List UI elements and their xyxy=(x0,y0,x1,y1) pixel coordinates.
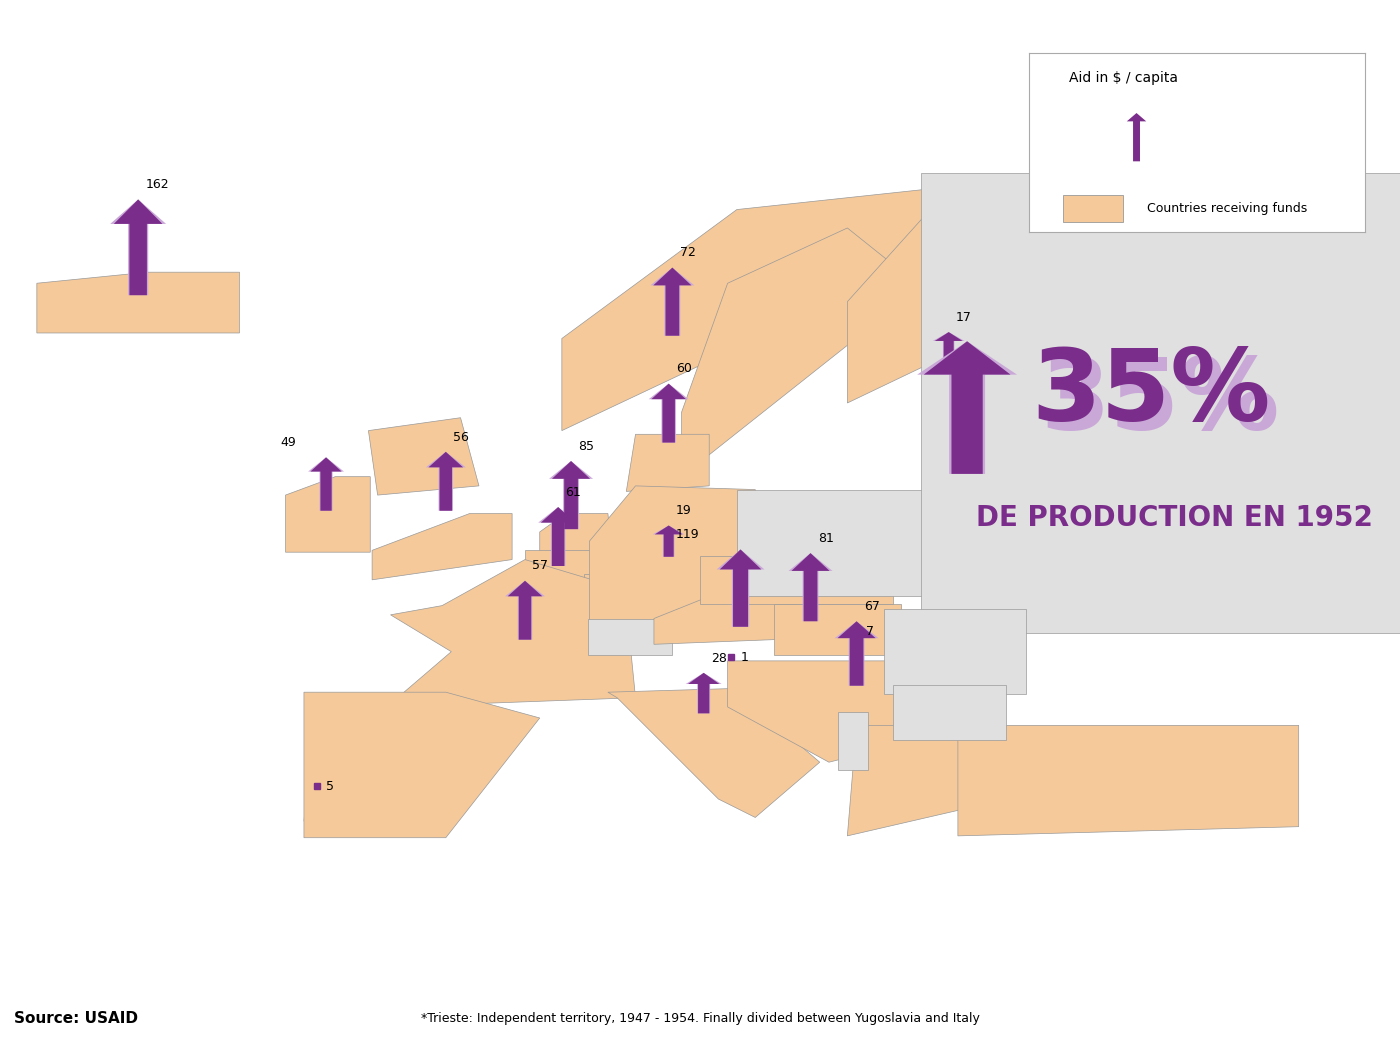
Text: Countries receiving funds: Countries receiving funds xyxy=(1147,202,1306,214)
Polygon shape xyxy=(700,555,893,604)
Polygon shape xyxy=(386,560,636,706)
Text: 7: 7 xyxy=(865,625,874,638)
Text: *Trieste: Independent territory, 1947 - 1954. Finally divided between Yugoslavia: *Trieste: Independent territory, 1947 - … xyxy=(420,1012,980,1024)
Text: 67: 67 xyxy=(864,600,879,612)
Text: 57: 57 xyxy=(532,560,549,572)
Polygon shape xyxy=(885,609,1026,694)
Polygon shape xyxy=(626,434,710,491)
Polygon shape xyxy=(921,173,1400,634)
Polygon shape xyxy=(958,725,1299,836)
Polygon shape xyxy=(368,418,479,495)
Polygon shape xyxy=(682,228,921,476)
Text: 61: 61 xyxy=(566,486,581,498)
Bar xyxy=(1063,194,1123,222)
Polygon shape xyxy=(584,574,599,589)
Text: 19: 19 xyxy=(676,504,692,517)
Text: Distribution of Marshall plan funds in Europe, 1948-1951: Distribution of Marshall plan funds in E… xyxy=(11,15,990,43)
Text: 162: 162 xyxy=(146,178,169,191)
Polygon shape xyxy=(589,486,755,627)
Text: 60: 60 xyxy=(676,362,692,375)
Polygon shape xyxy=(774,604,900,656)
Polygon shape xyxy=(372,513,512,580)
Text: 35%: 35% xyxy=(1032,345,1271,442)
Polygon shape xyxy=(608,689,820,817)
Text: Source: USAID: Source: USAID xyxy=(14,1011,139,1025)
Polygon shape xyxy=(540,513,612,560)
Text: 17: 17 xyxy=(956,310,972,324)
Text: 1: 1 xyxy=(741,650,749,663)
Text: 81: 81 xyxy=(818,532,834,545)
Polygon shape xyxy=(847,725,967,836)
Text: 119: 119 xyxy=(676,528,700,541)
Polygon shape xyxy=(839,713,868,770)
Text: Aid in $ / capita: Aid in $ / capita xyxy=(1070,71,1179,84)
Text: 5: 5 xyxy=(326,779,335,793)
Polygon shape xyxy=(588,619,672,656)
Text: 28: 28 xyxy=(711,652,727,664)
Polygon shape xyxy=(736,490,925,597)
Text: 35%: 35% xyxy=(1040,355,1280,452)
Text: 56: 56 xyxy=(454,431,469,444)
Polygon shape xyxy=(893,685,1005,740)
Text: 49: 49 xyxy=(280,436,295,449)
Polygon shape xyxy=(654,597,795,644)
Text: 85: 85 xyxy=(578,439,595,453)
Polygon shape xyxy=(525,550,596,587)
Polygon shape xyxy=(728,661,903,762)
Polygon shape xyxy=(36,272,239,333)
Polygon shape xyxy=(561,182,1050,431)
Text: 72: 72 xyxy=(680,246,696,260)
Text: DE PRODUCTION EN 1952: DE PRODUCTION EN 1952 xyxy=(976,505,1373,532)
Polygon shape xyxy=(304,692,540,837)
Polygon shape xyxy=(304,721,367,822)
Polygon shape xyxy=(847,209,1060,403)
Polygon shape xyxy=(286,476,370,552)
